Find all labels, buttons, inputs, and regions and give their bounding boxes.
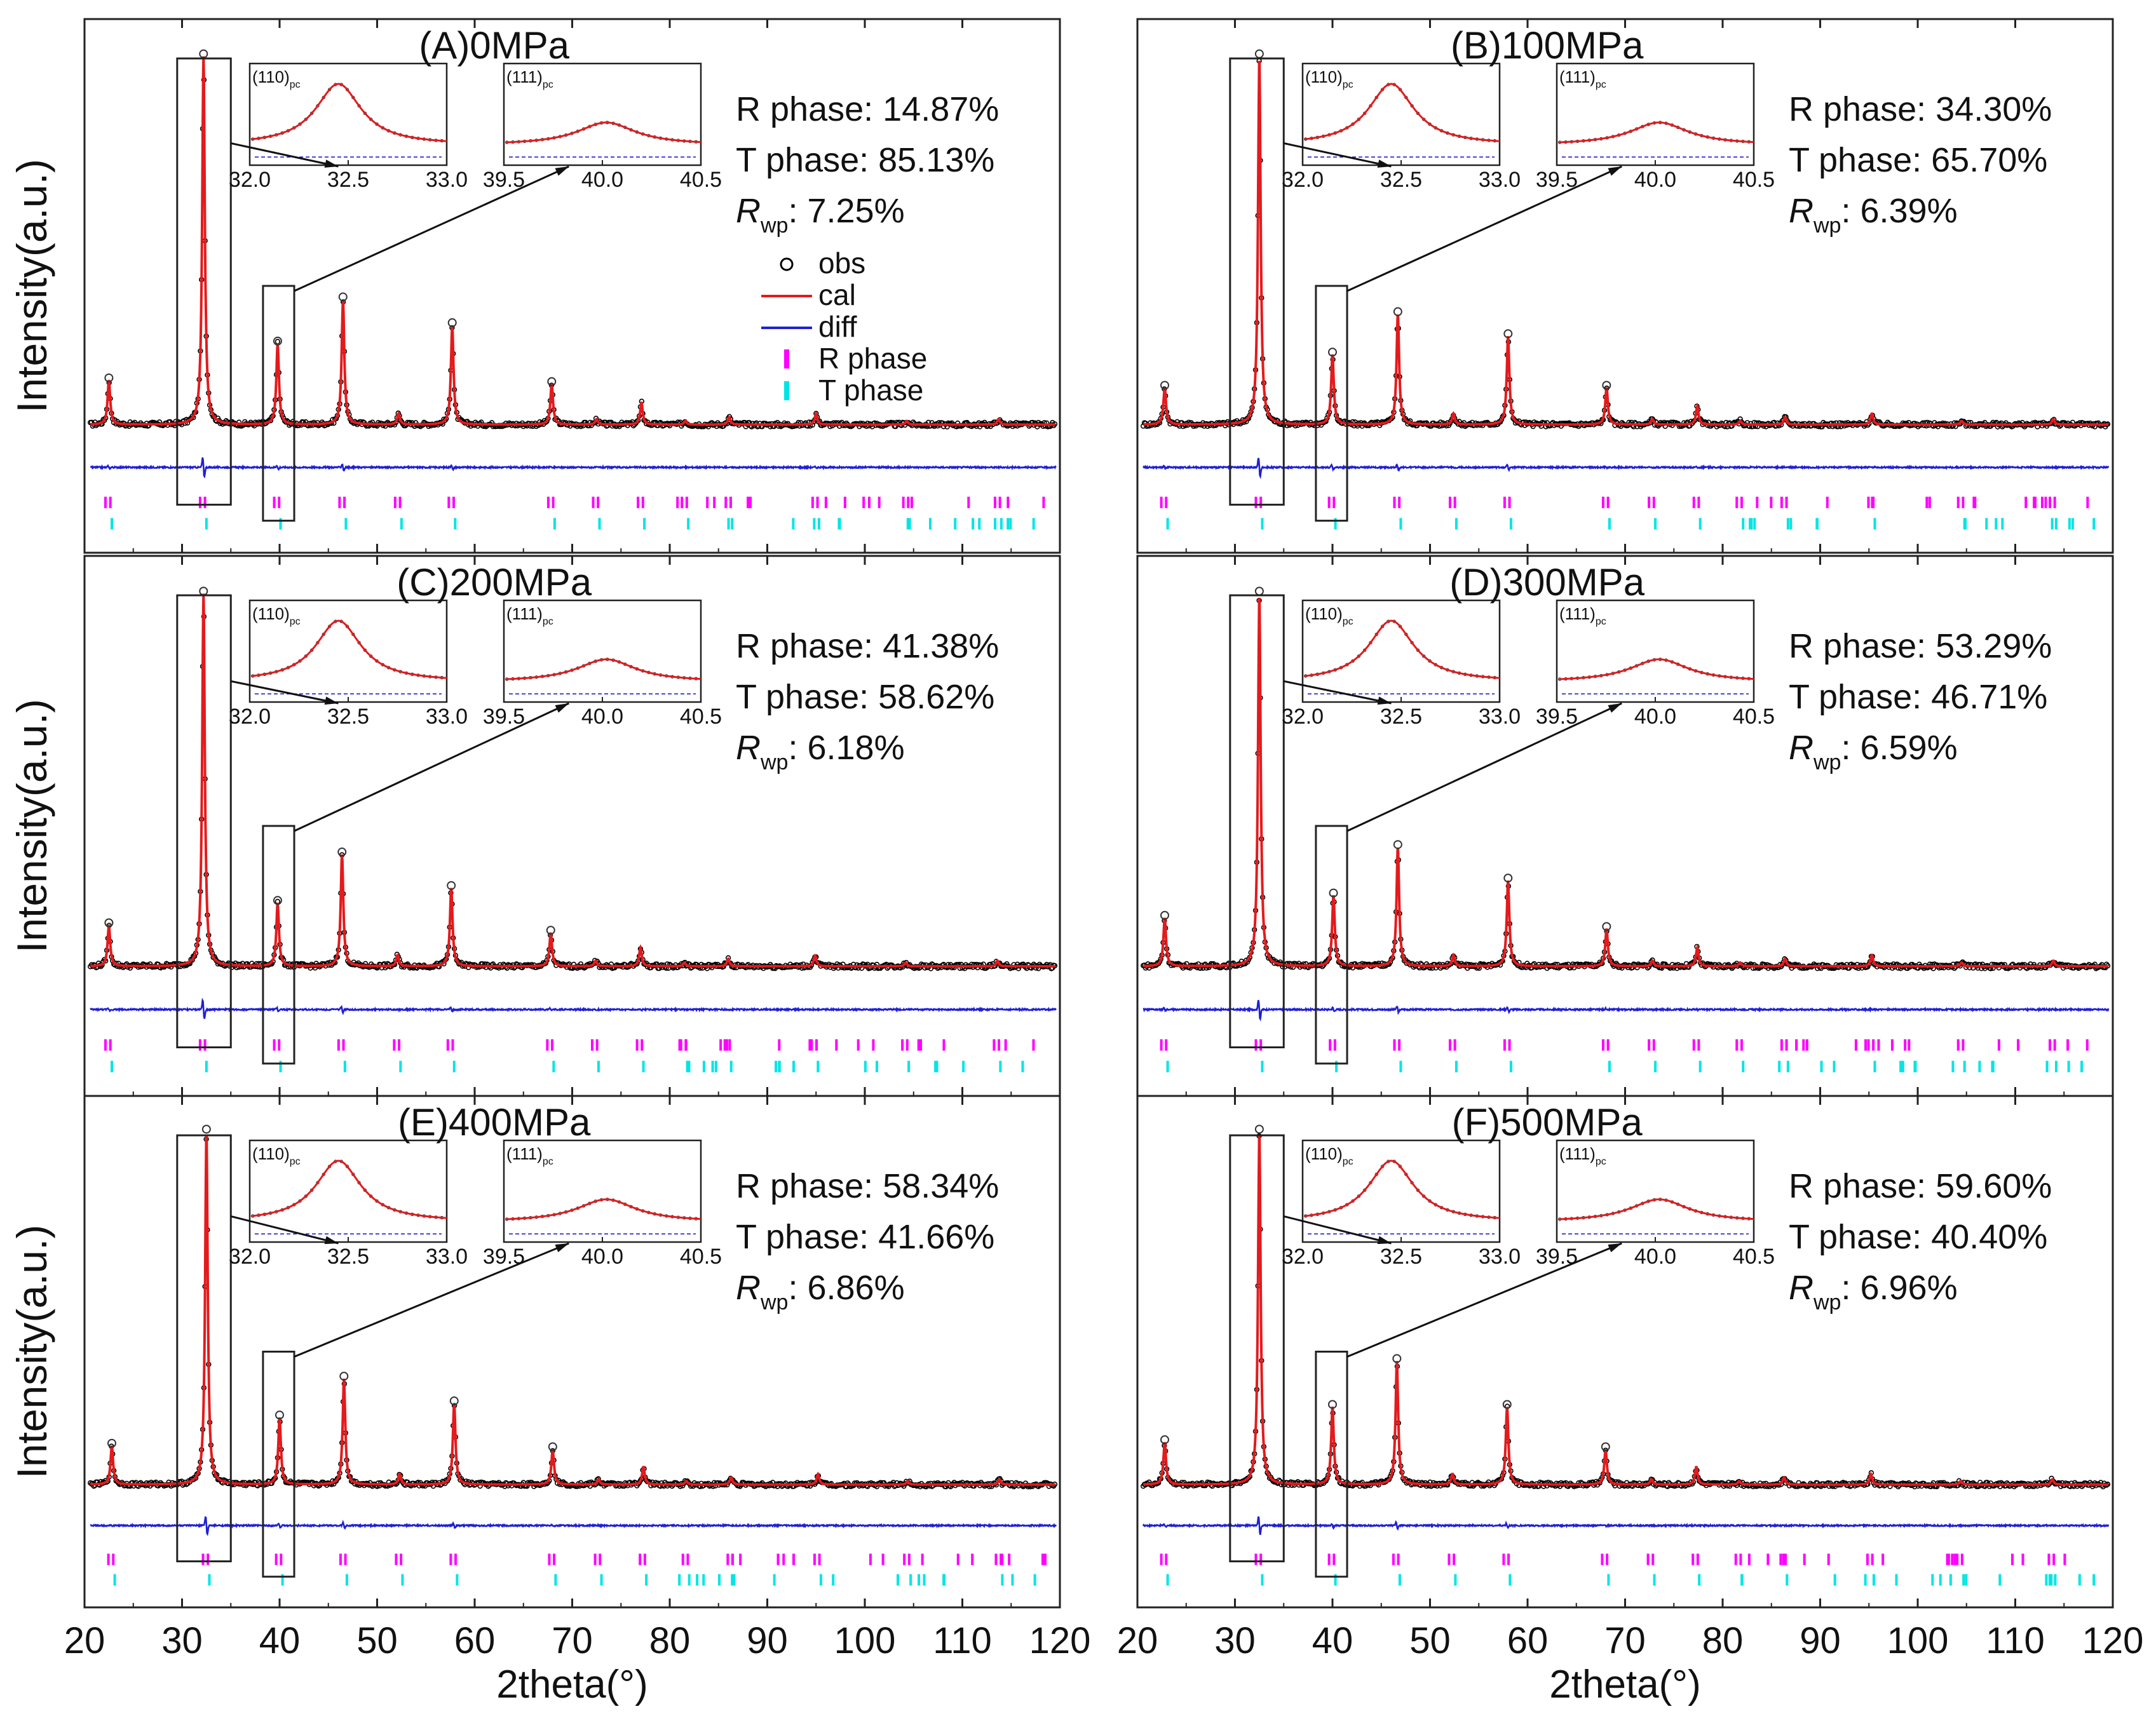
legend-label: T phase [818, 374, 923, 407]
inset-label-sub: pc [1596, 79, 1606, 90]
rwp-value: Rwp: 7.25% [736, 192, 905, 238]
diff-line [90, 457, 1057, 479]
obs-peak-marker [1393, 840, 1402, 849]
panel-title: (B)100MPa [1451, 24, 1644, 67]
zoom-box-111 [1315, 285, 1348, 522]
r-phase-fraction: R phase: 34.30% [1789, 90, 2052, 128]
inset-tick-label: 32.0 [229, 705, 271, 729]
inset-label-sub: pc [1343, 616, 1353, 627]
t-phase-fraction: T phase: 65.70% [1789, 141, 2047, 179]
inset-tick-label: 40.5 [680, 705, 722, 729]
legend-marker-obs [780, 257, 794, 271]
inset-label-sub: pc [1596, 616, 1606, 627]
inset-tick-label: 33.0 [1479, 168, 1521, 192]
arrow-head [555, 703, 569, 713]
inset-tick-label: 40.0 [1634, 705, 1676, 729]
inset-tick-label: 40.5 [1733, 168, 1775, 192]
inset-tick-label: 32.5 [1380, 705, 1422, 729]
inset-label-sub: pc [1343, 79, 1353, 90]
rwp-value: Rwp: 6.39% [1789, 192, 1958, 238]
obs-point [275, 339, 281, 344]
inset-tick-label: 32.5 [1380, 168, 1422, 192]
t-phase-fraction: T phase: 58.62% [736, 678, 994, 716]
panel-title: (C)200MPa [397, 561, 592, 604]
inset-tick-label: 39.5 [483, 705, 525, 729]
inset-tick-label: 32.5 [327, 705, 369, 729]
r-phase-fraction: R phase: 53.29% [1789, 627, 2052, 665]
rwp-value: Rwp: 6.59% [1789, 729, 1958, 774]
inset-label-sub: pc [290, 79, 301, 90]
legend-label: cal [818, 278, 856, 311]
arrow-head [555, 166, 569, 176]
panel-title: (A)0MPa [419, 24, 569, 67]
legend-label: diff [818, 310, 857, 343]
inset-tick-label: 32.0 [1282, 705, 1324, 729]
legend-label: R phase [818, 342, 927, 375]
r-phase-fraction: R phase: 41.38% [736, 627, 999, 665]
y-axis-label: Intensity(a.u.) [8, 159, 55, 413]
diff-line [1142, 999, 2110, 1022]
obs-peak-marker [1254, 49, 1264, 58]
inset-tick-label: 33.0 [426, 168, 468, 192]
legend-label: obs [818, 247, 865, 280]
panel-title: (D)300MPa [1449, 561, 1644, 604]
inset-tick-label: 32.0 [1282, 168, 1324, 192]
y-axis-label: Intensity(a.u.) [8, 699, 55, 953]
inset-tick-label: 33.0 [1479, 705, 1521, 729]
t-phase-fraction: T phase: 46.71% [1789, 678, 2047, 716]
inset-label-sub: pc [543, 616, 553, 627]
rwp-value: Rwp: 6.18% [736, 729, 905, 774]
diff-line [90, 997, 1057, 1019]
diff-line [1142, 457, 2109, 480]
inset-tick-label: 39.5 [1536, 705, 1578, 729]
inset-tick-label: 40.0 [581, 705, 623, 729]
inset-tick-label: 40.5 [680, 168, 722, 192]
inset-label-sub: pc [290, 616, 301, 627]
obs-peak-marker [1254, 586, 1264, 596]
inset-tick-label: 40.0 [1634, 168, 1676, 192]
t-phase-fraction: T phase: 85.13% [736, 141, 994, 179]
arrow-head [1608, 166, 1622, 176]
inset-tick-label: 40.0 [581, 168, 623, 192]
inset-tick-label: 33.0 [426, 705, 468, 729]
inset-label-sub: pc [543, 79, 553, 90]
inset-tick-label: 32.5 [327, 168, 369, 192]
r-phase-fraction: R phase: 14.87% [736, 90, 999, 128]
inset-tick-label: 32.0 [229, 168, 271, 192]
zoom-box-111 [262, 285, 295, 522]
arrow-head [1608, 703, 1622, 713]
inset-tick-label: 40.5 [1733, 705, 1775, 729]
obs-peak-marker [1393, 307, 1402, 316]
